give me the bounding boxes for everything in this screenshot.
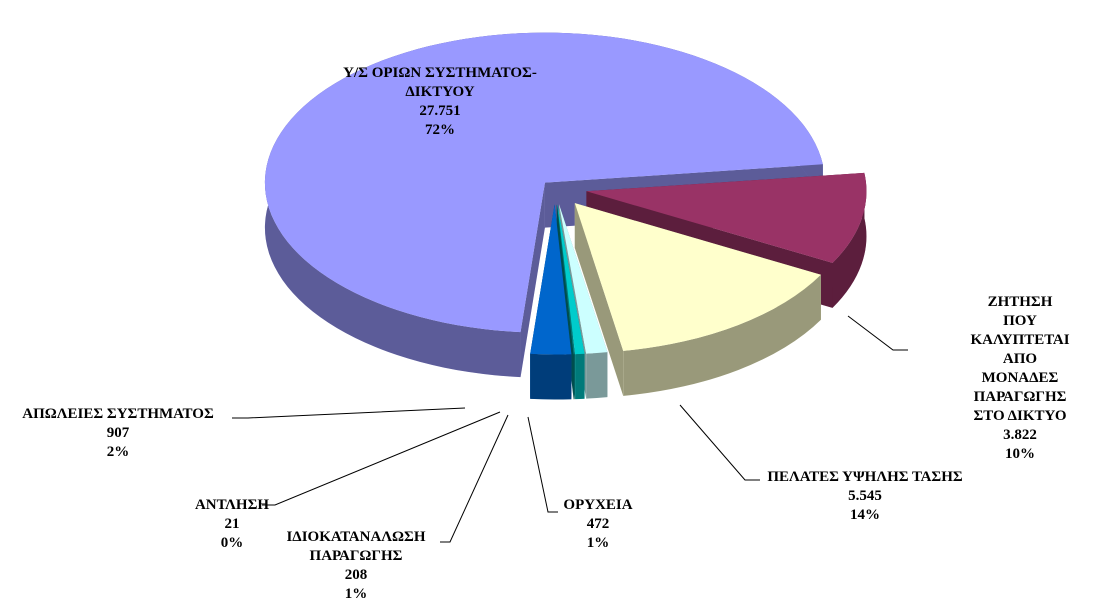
slice <box>556 204 575 355</box>
slice-shade <box>832 172 867 308</box>
slice <box>530 204 572 355</box>
percent-label: 72% <box>425 122 455 138</box>
leader-line <box>440 414 509 543</box>
slice-label: ΑΝΤΛΗΣΗ 21 0% <box>195 496 269 553</box>
value-label: 5.545 <box>848 488 882 504</box>
value-label: 208 <box>344 567 368 583</box>
leader-line <box>527 416 558 513</box>
slice-shade <box>520 182 545 378</box>
slice <box>264 32 823 333</box>
percent-label: 2% <box>106 444 130 460</box>
slice-side <box>623 274 821 396</box>
slice-shade <box>530 353 572 400</box>
leader-line <box>232 407 466 419</box>
slice <box>559 204 608 354</box>
slice <box>557 204 585 355</box>
leader-line <box>679 404 760 481</box>
percent-label: 10% <box>1005 446 1035 462</box>
slice <box>586 172 867 263</box>
slice <box>574 203 821 351</box>
category: ΙΔΙΟΚΑΤΑΝΑΛΩΣΗ ΠΑΡΑΓΩΓΗΣ <box>286 529 426 564</box>
slice-side <box>520 182 545 378</box>
slice-shade <box>586 352 608 399</box>
slice-label: ΙΔΙΟΚΑΤΑΝΑΛΩΣΗ ΠΑΡΑΓΩΓΗΣ 208 1% <box>286 528 425 604</box>
slice-label: ΠΕΛΑΤΕΣ ΥΨΗΛΗΣ ΤΑΣΗΣ 5.545 14% <box>767 468 962 525</box>
value-label: 21 <box>224 516 240 532</box>
percent-label: 0% <box>220 535 244 551</box>
leader-line <box>847 315 908 351</box>
leader-line <box>262 411 501 506</box>
category: ΖΗΤΗΣΗ ΠΟΥ ΚΑΛΥΠΤΕΤΑΙ ΑΠΟ ΜΟΝΑΔΕΣ ΠΑΡΑΓΩ… <box>970 294 1070 424</box>
slice-side <box>832 172 867 308</box>
percent-label: 1% <box>344 586 368 602</box>
value-label: 907 <box>106 425 130 441</box>
slice-shade <box>574 203 624 396</box>
slice-label: ΟΡΥΧΕΙΑ 472 1% <box>563 496 632 553</box>
category: ΑΠΩΛΕΙΕΣ ΣΥΣΤΗΜΑΤΟΣ <box>22 406 214 422</box>
slice-side <box>574 203 624 396</box>
value-label: 472 <box>586 516 610 532</box>
percent-label: 14% <box>850 507 880 523</box>
slice-label: ΑΠΩΛΕΙΕΣ ΣΥΣΤΗΜΑΤΟΣ 907 2% <box>22 405 214 462</box>
slice-shade <box>575 353 585 400</box>
percent-label: 1% <box>586 535 610 551</box>
category: Υ/Σ ΟΡΙΩΝ ΣΥΣΤΗΜΑΤΟΣ- ΔΙΚΤΥΟΥ <box>343 65 537 100</box>
tops <box>264 32 867 355</box>
slice-label: Υ/Σ ΟΡΙΩΝ ΣΥΣΤΗΜΑΤΟΣ- ΔΙΚΤΥΟΥ 27.751 72% <box>343 64 537 140</box>
value-label: 27.751 <box>419 103 461 119</box>
category: ΑΝΤΛΗΣΗ <box>194 497 270 513</box>
category: ΠΕΛΑΤΕΣ ΥΨΗΛΗΣ ΤΑΣΗΣ <box>767 469 963 485</box>
slice-shade <box>573 354 575 400</box>
slice-side <box>586 352 608 399</box>
slice-side <box>530 353 572 400</box>
slice-label: ΖΗΤΗΣΗ ΠΟΥ ΚΑΛΥΠΤΕΤΑΙ ΑΠΟ ΜΟΝΑΔΕΣ ΠΑΡΑΓΩ… <box>970 293 1069 464</box>
value-label: 3.822 <box>1003 427 1037 443</box>
slice-side <box>573 354 575 400</box>
category: ΟΡΥΧΕΙΑ <box>563 497 633 513</box>
slice-side <box>575 353 585 400</box>
slice-shade <box>623 274 821 396</box>
